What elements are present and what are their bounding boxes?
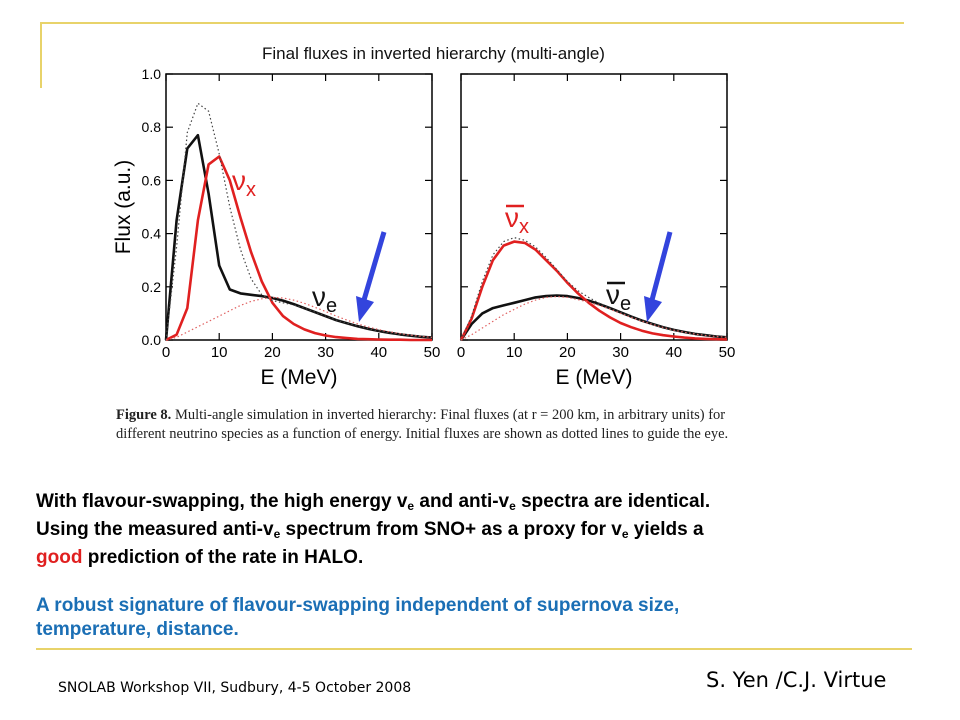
series-line-0-3	[165, 296, 433, 341]
panel-left-vnu: 0 10 20 30 40 50 0.0 0.2 0.4 0.6 0.8 1.0 E (MeV) Flux…	[112, 66, 440, 389]
x-tick-label-1-0: 0	[457, 344, 465, 361]
arrow-left	[356, 231, 387, 322]
footer-authors: S. Yen /C.J. Virtue	[706, 668, 887, 692]
x-tick-label-0-50: 50	[424, 344, 441, 361]
y-tick-label-0-0.6: 0.6	[142, 172, 162, 188]
series-line-0-0	[164, 133, 433, 341]
plot-frame-1	[460, 73, 728, 341]
series-line-1-0	[459, 294, 728, 341]
bottom-rule	[36, 648, 912, 650]
footer-workshop: SNOLAB Workshop VII, Sudbury, 4-5 Octobe…	[58, 680, 412, 696]
series-line-1-2	[460, 237, 728, 341]
plot-frame-0	[165, 73, 433, 341]
highlight-good: good	[36, 547, 83, 568]
series-line-0-2	[165, 102, 433, 341]
x-tick-label-0-10: 10	[211, 344, 228, 361]
x-tick-label-1-40: 40	[665, 344, 682, 361]
x-tick-label-1-10: 10	[506, 344, 523, 361]
paragraph-flavour-swapping: With flavour-swapping, the high energy v…	[36, 491, 711, 568]
figure-caption: Figure 8. Multi-angle simulation in inve…	[116, 406, 756, 444]
series-line-0-1	[165, 155, 432, 342]
series-line-1-3	[460, 296, 728, 341]
panel-right-anti-vnu: 0 10 20 30 40 50 E (MeV)	[457, 73, 736, 389]
flux-plots: 0 10 20 30 40 50 0.0 0.2 0.4 0.6 0.8 1.0 E (MeV) Flux…	[112, 66, 736, 389]
label-anti-nux-right: νx	[505, 202, 529, 238]
x-tick-label-0-40: 40	[370, 344, 387, 361]
x-axis-label-1: E (MeV)	[555, 366, 632, 389]
label-anti-nue-right: νe	[606, 279, 631, 315]
paragraph-robust-signature: A robust signature of flavour-swapping i…	[36, 595, 680, 640]
label-nue-left: νe	[312, 281, 337, 317]
y-tick-label-0-0.0: 0.0	[142, 332, 162, 348]
x-tick-label-1-50: 50	[719, 344, 736, 361]
y-tick-label-0-0.2: 0.2	[142, 279, 162, 295]
x-tick-label-1-30: 30	[612, 344, 629, 361]
series-line-1-1	[459, 240, 728, 341]
left-rule	[40, 22, 42, 88]
caption-label: Figure 8.	[116, 407, 172, 423]
x-tick-label-0-20: 20	[264, 344, 281, 361]
figure-title: Final fluxes in inverted hierarchy (mult…	[262, 44, 605, 63]
y-tick-label-0-0.4: 0.4	[142, 226, 162, 242]
x-tick-label-0-0: 0	[162, 344, 170, 361]
arrow-right	[644, 231, 673, 322]
label-nux-left: νx	[232, 165, 256, 201]
x-axis-label-0: E (MeV)	[260, 366, 337, 389]
x-tick-label-1-20: 20	[559, 344, 576, 361]
y-tick-label-0-0.8: 0.8	[142, 119, 162, 135]
y-axis-label-0: Flux (a.u.)	[112, 160, 135, 255]
top-rule	[40, 22, 904, 24]
x-tick-label-0-30: 30	[317, 344, 334, 361]
y-tick-label-0-1.0: 1.0	[142, 66, 162, 82]
caption-text: Multi-angle simulation in inverted hiera…	[116, 407, 729, 442]
